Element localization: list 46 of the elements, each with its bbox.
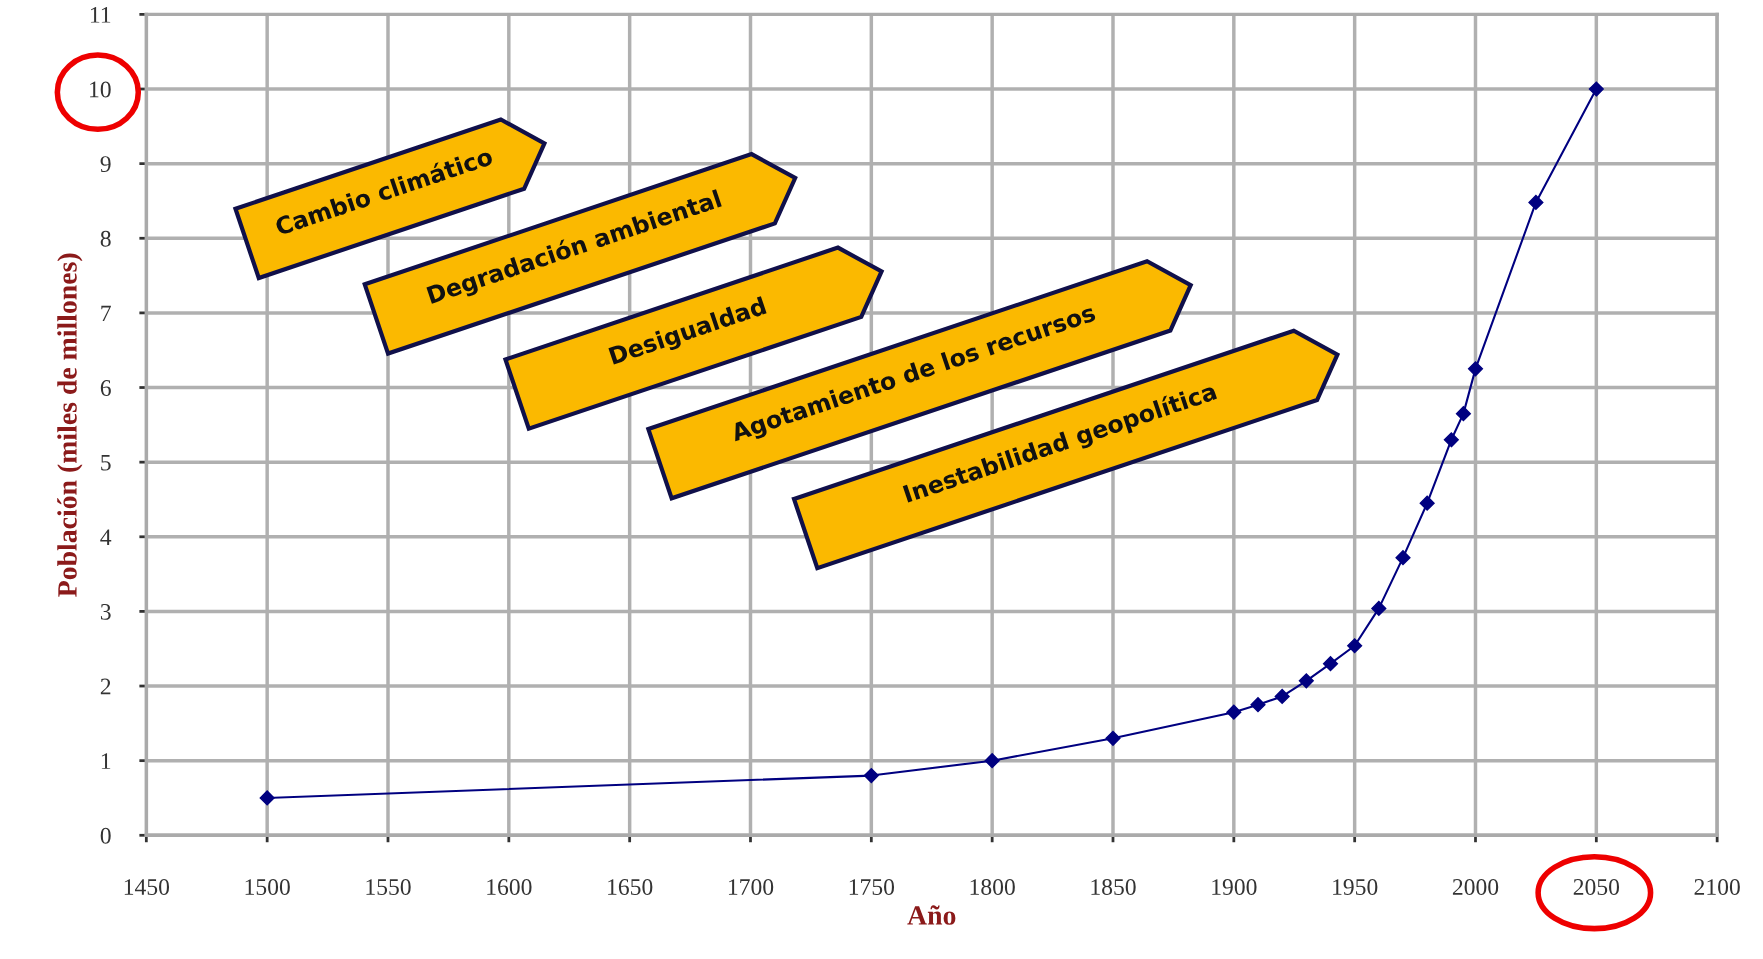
x-tick-label: 1450 xyxy=(124,879,170,895)
y-tick-label: 3 xyxy=(100,603,111,620)
x-tick-label: 1950 xyxy=(1333,879,1378,895)
y-tick-label: 0 xyxy=(100,827,111,844)
point xyxy=(1395,550,1411,566)
x-tick-label: 2100 xyxy=(1694,879,1740,895)
x-tick-label: 1750 xyxy=(849,879,895,895)
y-tick-label: 7 xyxy=(101,305,111,322)
x-tick-label: 1850 xyxy=(1091,879,1136,895)
x-tick-label: 1550 xyxy=(366,879,411,895)
point xyxy=(1455,406,1471,422)
point xyxy=(1274,688,1290,705)
point xyxy=(1419,495,1435,511)
point xyxy=(1298,673,1314,689)
x-tick-label: 1600 xyxy=(487,879,532,895)
x-tick-label: 1500 xyxy=(245,879,290,895)
y-tick-label: 6 xyxy=(100,380,111,396)
point xyxy=(1443,432,1459,448)
y-tick-label: 2 xyxy=(100,678,111,695)
point xyxy=(1250,697,1266,713)
y-tick-label: 10 xyxy=(90,81,111,98)
point xyxy=(863,768,879,784)
x-tick-label: 2000 xyxy=(1452,879,1499,895)
y-tick-label: 9 xyxy=(100,156,111,173)
point xyxy=(1588,81,1604,97)
point xyxy=(1528,194,1544,211)
point xyxy=(259,790,275,806)
x-tick-label: 1700 xyxy=(728,879,774,895)
point xyxy=(1105,730,1121,746)
x-tick-label: 1650 xyxy=(608,879,653,895)
point xyxy=(984,753,1000,769)
point xyxy=(1322,656,1339,672)
y-tick-label: 4 xyxy=(100,529,112,545)
x-tick-label: 1900 xyxy=(1212,879,1257,895)
point xyxy=(1371,600,1387,616)
x-tick-label: 2050 xyxy=(1573,879,1620,895)
point xyxy=(1226,704,1242,720)
y-tick-label: 8 xyxy=(100,230,111,247)
x-axis-title: Año xyxy=(907,905,956,925)
x-tick-label: 1800 xyxy=(970,879,1015,895)
y-tick-label: 5 xyxy=(101,454,111,471)
point xyxy=(1467,361,1484,377)
point xyxy=(1347,638,1363,654)
y-axis-title: Población (miles de millones) xyxy=(57,253,83,597)
y-tick-label: 11 xyxy=(90,6,111,23)
y-tick-label: 1 xyxy=(101,753,111,769)
